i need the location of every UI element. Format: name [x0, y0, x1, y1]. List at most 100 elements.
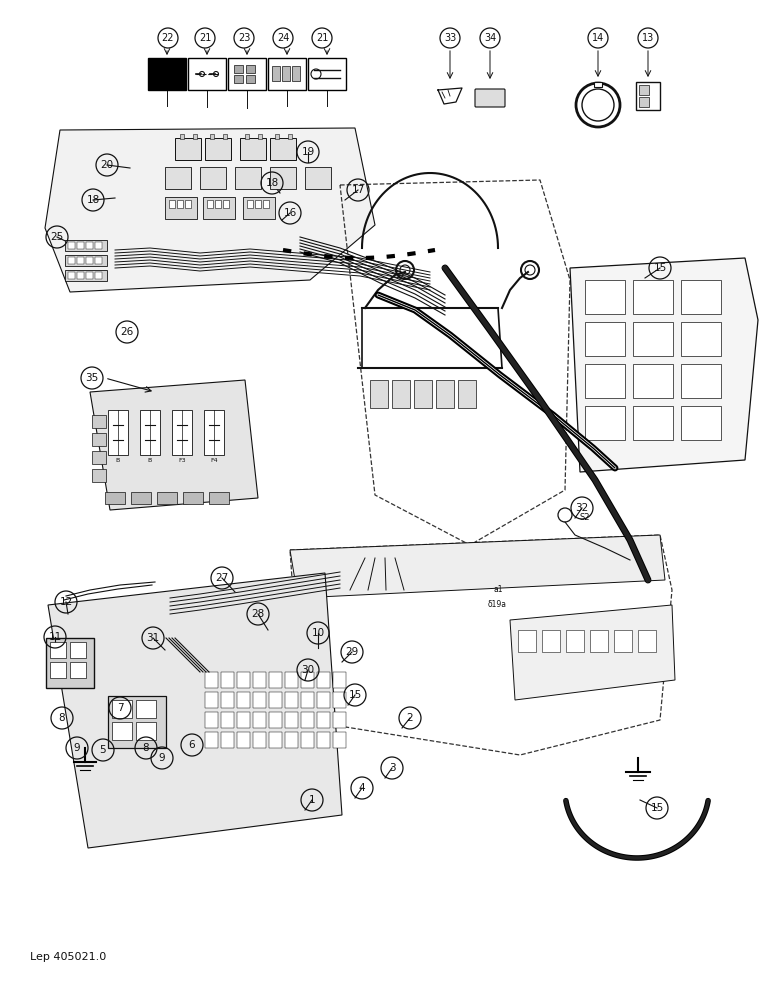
- Bar: [633, 322, 673, 356]
- Bar: [282, 66, 290, 81]
- Bar: [234, 75, 243, 83]
- Bar: [269, 732, 282, 748]
- Bar: [223, 134, 227, 139]
- Bar: [95, 257, 102, 264]
- Text: B: B: [116, 458, 120, 463]
- Text: 3: 3: [389, 763, 395, 773]
- Bar: [301, 692, 314, 708]
- Bar: [95, 242, 102, 249]
- Bar: [246, 65, 255, 73]
- Bar: [200, 167, 226, 189]
- Bar: [285, 692, 298, 708]
- Text: 26: 26: [120, 327, 133, 337]
- Bar: [639, 97, 649, 107]
- Text: 30: 30: [301, 665, 314, 675]
- Bar: [86, 257, 93, 264]
- Bar: [183, 492, 203, 504]
- Text: 2: 2: [407, 713, 414, 723]
- Text: 5: 5: [99, 745, 106, 755]
- Bar: [86, 242, 93, 249]
- Polygon shape: [48, 573, 342, 848]
- Bar: [205, 138, 231, 160]
- Bar: [205, 732, 218, 748]
- Bar: [681, 406, 721, 440]
- Text: 12: 12: [60, 597, 73, 607]
- Bar: [614, 630, 632, 652]
- Bar: [205, 712, 218, 728]
- Text: Lep 405021.0: Lep 405021.0: [30, 952, 106, 962]
- Bar: [243, 197, 275, 219]
- Bar: [223, 200, 229, 208]
- Bar: [46, 638, 94, 688]
- Polygon shape: [90, 380, 258, 510]
- Bar: [681, 364, 721, 398]
- Bar: [590, 630, 608, 652]
- Bar: [112, 700, 132, 718]
- Bar: [246, 75, 255, 83]
- Bar: [77, 272, 84, 279]
- Bar: [157, 492, 177, 504]
- Bar: [105, 492, 125, 504]
- Bar: [270, 138, 296, 160]
- Bar: [237, 672, 250, 688]
- Bar: [253, 732, 266, 748]
- Bar: [292, 66, 300, 81]
- Bar: [65, 240, 107, 251]
- Text: 14: 14: [592, 33, 605, 43]
- Polygon shape: [45, 128, 375, 292]
- Bar: [165, 197, 197, 219]
- Text: 17: 17: [352, 185, 365, 195]
- Text: 22: 22: [161, 33, 175, 43]
- Bar: [317, 692, 330, 708]
- Text: 18: 18: [86, 195, 99, 205]
- Text: 10: 10: [311, 628, 324, 638]
- Bar: [221, 732, 234, 748]
- Bar: [65, 255, 107, 266]
- Bar: [633, 406, 673, 440]
- Bar: [308, 58, 346, 90]
- Bar: [228, 58, 266, 90]
- Bar: [112, 722, 132, 740]
- Text: B: B: [148, 458, 152, 463]
- Bar: [585, 322, 625, 356]
- Text: 21: 21: [199, 33, 211, 43]
- Text: 4: 4: [359, 783, 365, 793]
- Text: 33: 33: [444, 33, 456, 43]
- Bar: [585, 364, 625, 398]
- Text: 24: 24: [277, 33, 289, 43]
- Bar: [140, 410, 160, 455]
- Bar: [204, 410, 224, 455]
- Polygon shape: [290, 535, 665, 598]
- FancyBboxPatch shape: [475, 89, 505, 107]
- Bar: [681, 322, 721, 356]
- Bar: [92, 469, 106, 482]
- Bar: [317, 732, 330, 748]
- Bar: [255, 200, 261, 208]
- Bar: [285, 732, 298, 748]
- Bar: [253, 692, 266, 708]
- Bar: [188, 58, 226, 90]
- Bar: [270, 167, 296, 189]
- Bar: [253, 712, 266, 728]
- Text: 31: 31: [147, 633, 160, 643]
- Polygon shape: [570, 258, 758, 472]
- Bar: [65, 270, 107, 281]
- Bar: [594, 82, 602, 87]
- Bar: [180, 134, 184, 139]
- Bar: [237, 732, 250, 748]
- Text: S2: S2: [580, 513, 591, 522]
- Text: 16: 16: [283, 208, 296, 218]
- Bar: [165, 167, 191, 189]
- Bar: [205, 672, 218, 688]
- Bar: [237, 692, 250, 708]
- Bar: [288, 134, 292, 139]
- Bar: [108, 696, 166, 748]
- Text: 23: 23: [237, 33, 250, 43]
- Bar: [203, 197, 235, 219]
- Bar: [333, 732, 346, 748]
- Text: 20: 20: [100, 160, 113, 170]
- Bar: [585, 406, 625, 440]
- Bar: [95, 272, 102, 279]
- Text: a1: a1: [494, 585, 504, 594]
- Bar: [177, 200, 183, 208]
